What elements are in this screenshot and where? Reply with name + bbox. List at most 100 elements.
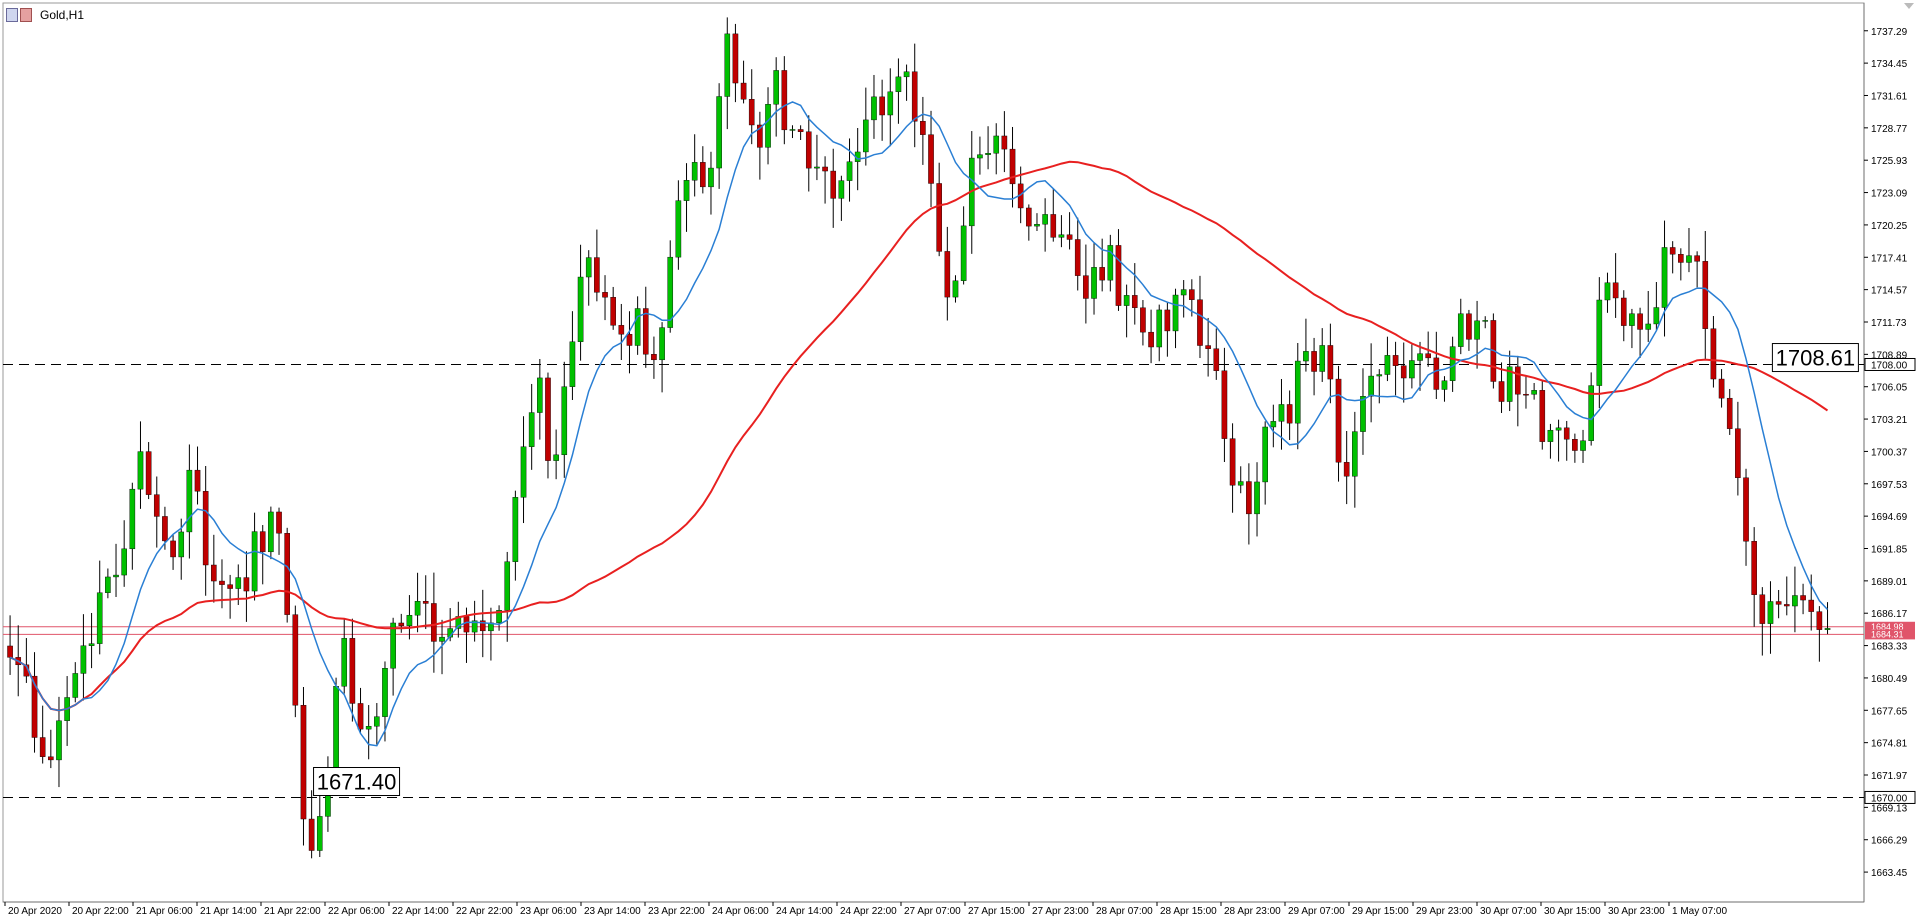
candle-body bbox=[1001, 135, 1008, 150]
candle bbox=[634, 296, 641, 355]
candle bbox=[1205, 317, 1211, 377]
x-tick-label: 27 Apr 07:00 bbox=[904, 906, 961, 917]
candle-body bbox=[985, 153, 991, 155]
candle-body bbox=[162, 516, 168, 542]
candle-body bbox=[1335, 378, 1342, 463]
candle-body bbox=[1392, 355, 1399, 366]
candle bbox=[1237, 466, 1244, 494]
candle bbox=[1042, 198, 1048, 252]
candle bbox=[1816, 606, 1823, 662]
candle-body bbox=[1539, 390, 1546, 442]
candle bbox=[276, 507, 282, 555]
candle bbox=[7, 615, 13, 675]
candle bbox=[1034, 213, 1040, 232]
y-tick-label: 1700.37 bbox=[1871, 447, 1908, 458]
candle-body bbox=[1237, 481, 1244, 486]
candle bbox=[431, 572, 437, 673]
candle bbox=[700, 146, 706, 194]
candle-body bbox=[537, 377, 543, 413]
candle-body bbox=[553, 454, 559, 461]
candle bbox=[651, 336, 657, 379]
candle bbox=[414, 572, 421, 633]
candle bbox=[520, 416, 527, 524]
x-tick-label: 27 Apr 23:00 bbox=[1032, 906, 1089, 917]
candle bbox=[1531, 382, 1537, 400]
candle-body bbox=[1718, 378, 1725, 399]
y-tick-label: 1731.61 bbox=[1871, 91, 1908, 102]
candle bbox=[341, 618, 348, 694]
candle bbox=[789, 125, 796, 139]
candle bbox=[1743, 468, 1749, 566]
candle-body bbox=[1197, 299, 1203, 346]
candle-body bbox=[1286, 404, 1293, 424]
candle bbox=[1148, 309, 1154, 364]
price-callout-1[interactable]: 1671.40 bbox=[313, 767, 401, 797]
candle bbox=[1710, 316, 1717, 388]
candle bbox=[757, 111, 763, 180]
candle-body bbox=[1172, 294, 1179, 332]
candle bbox=[1335, 365, 1342, 482]
y-tick-label: 1680.49 bbox=[1871, 674, 1908, 685]
candle bbox=[1229, 423, 1236, 513]
candle bbox=[716, 83, 722, 189]
candle-body bbox=[789, 129, 796, 131]
candle-body bbox=[308, 818, 315, 851]
candle-body bbox=[1131, 295, 1138, 308]
candle-body bbox=[1588, 385, 1594, 441]
candle-body bbox=[1710, 328, 1717, 380]
candle bbox=[993, 123, 1000, 175]
candle bbox=[1482, 316, 1489, 329]
candle-body bbox=[1726, 397, 1733, 429]
candle-body bbox=[1254, 481, 1260, 515]
candle-body bbox=[178, 531, 185, 558]
candle bbox=[659, 322, 665, 393]
x-tick-label: 20 Apr 22:00 bbox=[72, 906, 129, 917]
candle-body bbox=[341, 638, 348, 687]
candle-body bbox=[1123, 295, 1130, 306]
candle bbox=[928, 110, 934, 208]
candle bbox=[496, 605, 502, 631]
candle-body bbox=[512, 497, 519, 562]
moving-average-slow bbox=[9, 160, 1829, 712]
candle bbox=[357, 687, 364, 733]
x-tick-label: 30 Apr 15:00 bbox=[1544, 906, 1601, 917]
candle bbox=[504, 551, 511, 642]
candle bbox=[1058, 215, 1065, 248]
scroll-marker-icon[interactable] bbox=[1904, 3, 1914, 9]
x-tick-label: 30 Apr 23:00 bbox=[1608, 906, 1665, 917]
candle-body bbox=[748, 99, 755, 126]
candle bbox=[1515, 355, 1521, 427]
candle-body bbox=[1074, 239, 1081, 276]
candle-body bbox=[1148, 331, 1154, 348]
candle-body bbox=[268, 511, 274, 553]
candle-body bbox=[1743, 477, 1749, 542]
candle-body bbox=[1669, 247, 1676, 255]
candle-body bbox=[414, 600, 421, 616]
candle-body bbox=[863, 119, 869, 153]
candle-body bbox=[626, 333, 633, 346]
candle bbox=[1294, 342, 1301, 450]
candle-body bbox=[1735, 428, 1741, 478]
candle-body bbox=[1311, 351, 1317, 372]
level-axis-marker bbox=[1864, 790, 1916, 804]
candle-body bbox=[1099, 267, 1105, 281]
candle-body bbox=[594, 257, 600, 293]
candle bbox=[610, 286, 616, 330]
candle-body bbox=[1441, 380, 1448, 390]
candle-body bbox=[1091, 267, 1097, 299]
candle bbox=[797, 125, 804, 140]
candle bbox=[814, 134, 820, 181]
candle bbox=[1270, 404, 1277, 448]
candle-body bbox=[545, 377, 551, 461]
candle bbox=[618, 303, 625, 361]
candle-body bbox=[1816, 611, 1823, 630]
x-tick-label: 28 Apr 07:00 bbox=[1096, 906, 1153, 917]
price-callout-0[interactable]: 1708.61 bbox=[1771, 343, 1859, 373]
candle-body bbox=[1767, 601, 1774, 624]
candle-body bbox=[838, 180, 845, 199]
candle-body bbox=[1294, 360, 1301, 424]
chart-window-icon bbox=[6, 8, 34, 22]
candle bbox=[1767, 581, 1774, 654]
